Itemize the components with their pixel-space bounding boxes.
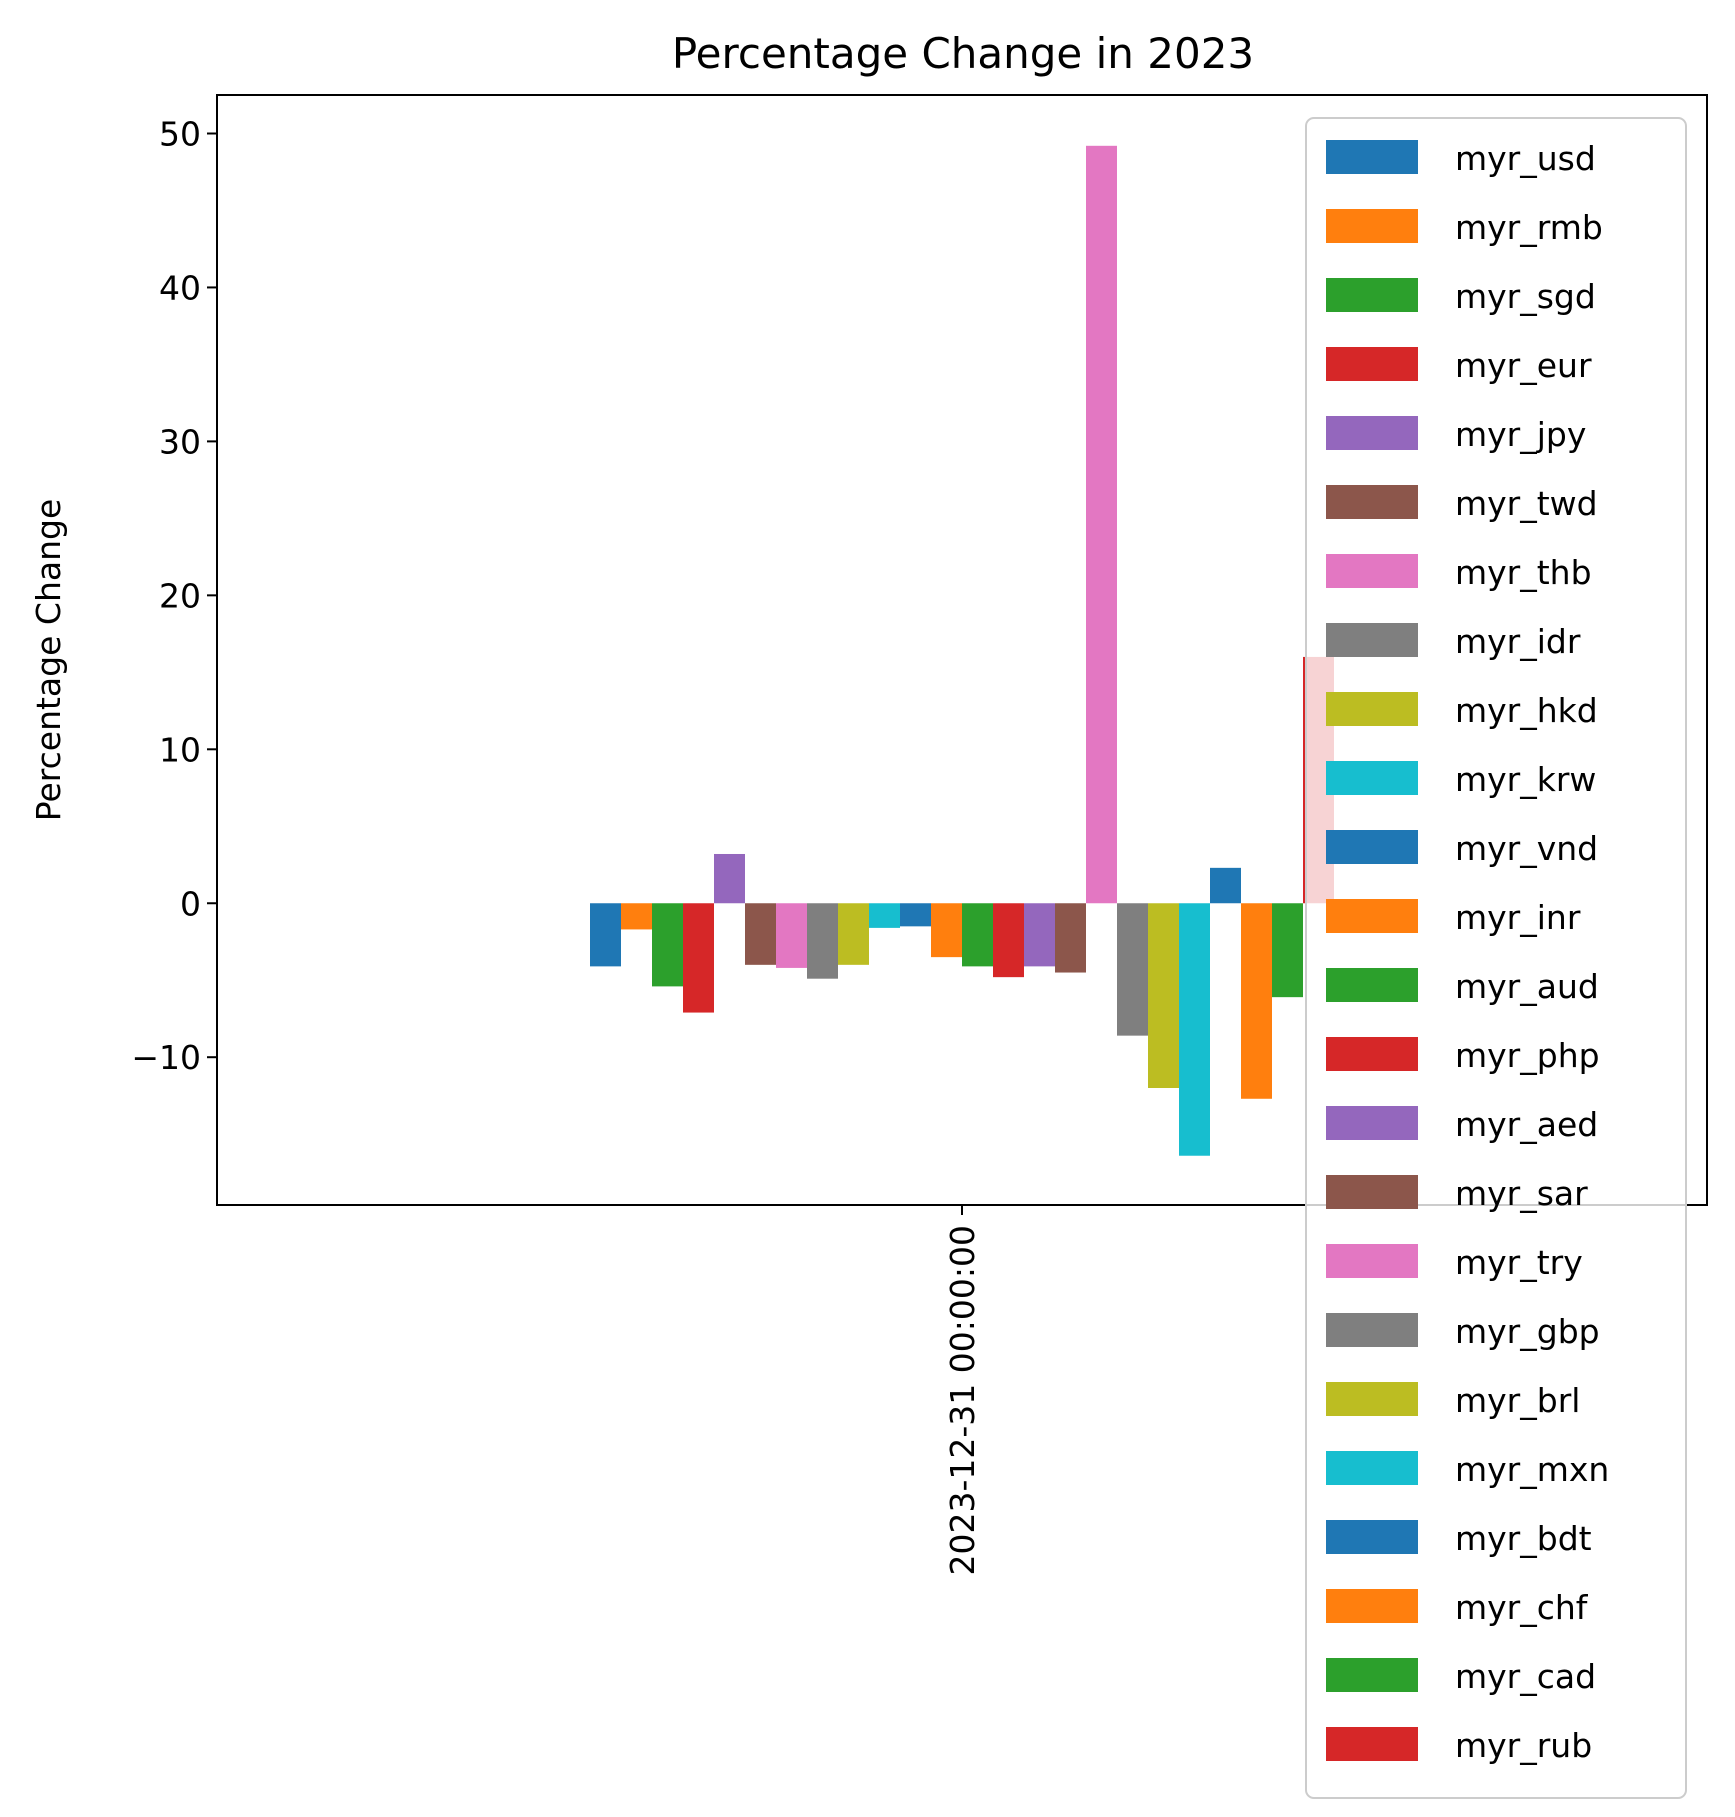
bar-myr_rmb	[621, 903, 652, 930]
bar-myr_usd	[590, 903, 621, 967]
legend-label-myr_rmb: myr_rmb	[1455, 208, 1603, 247]
legend-label-myr_gbp: myr_gbp	[1455, 1312, 1600, 1351]
legend-label-myr_sgd: myr_sgd	[1455, 277, 1596, 316]
bar-myr_php	[993, 903, 1024, 978]
bar-myr_bdt	[1210, 867, 1241, 904]
y-tick-label: 20	[159, 576, 201, 615]
bar-myr_eur	[683, 903, 714, 1013]
legend-swatch-myr_php	[1326, 1037, 1418, 1071]
bar-myr_aud	[962, 903, 993, 967]
bar-myr_mxn	[1179, 903, 1210, 1156]
legend-label-myr_rub: myr_rub	[1455, 1726, 1592, 1765]
y-axis-label: Percentage Change	[29, 499, 68, 821]
bar-myr_sgd	[652, 903, 683, 987]
bar-myr_aed	[1024, 903, 1055, 967]
legend-label-myr_eur: myr_eur	[1455, 346, 1592, 385]
legend-swatch-myr_gbp	[1326, 1313, 1418, 1347]
bar-group	[590, 145, 1334, 1156]
legend-label-myr_hkd: myr_hkd	[1455, 691, 1598, 730]
legend-swatch-myr_eur	[1326, 347, 1418, 381]
x-tick-label: 2023-12-31 00:00:00	[943, 1225, 982, 1575]
legend: myr_usd myr_rmb myr_sgd myr_eur myr_jpy myr_t…	[1305, 117, 1687, 1799]
legend-label-myr_krw: myr_krw	[1455, 760, 1596, 799]
bar-myr_chf	[1241, 903, 1272, 1099]
chart-title: Percentage Change in 2023	[672, 29, 1254, 78]
legend-swatch-myr_vnd	[1326, 830, 1418, 864]
legend-label-myr_brl: myr_brl	[1455, 1381, 1580, 1420]
legend-swatch-myr_brl	[1326, 1382, 1418, 1416]
y-tick-label: 50	[159, 114, 201, 153]
legend-label-myr_chf: myr_chf	[1455, 1588, 1589, 1627]
legend-label-myr_twd: myr_twd	[1455, 484, 1598, 523]
y-tick-label: 30	[159, 422, 201, 461]
bar-myr_jpy	[714, 853, 745, 904]
bar-myr_gbp	[1117, 903, 1148, 1036]
bar-myr_krw	[869, 903, 900, 928]
bar-myr_sar	[1055, 903, 1086, 973]
legend-swatch-myr_try	[1326, 1244, 1418, 1278]
legend-swatch-myr_krw	[1326, 761, 1418, 795]
legend-label-myr_aud: myr_aud	[1455, 967, 1599, 1006]
bar-myr_vnd	[900, 903, 931, 927]
legend-swatch-myr_hkd	[1326, 692, 1418, 726]
legend-swatch-myr_rmb	[1326, 209, 1418, 243]
y-tick-label: 40	[159, 268, 201, 307]
y-tick-label: −10	[131, 1038, 201, 1077]
legend-label-myr_vnd: myr_vnd	[1455, 829, 1598, 868]
legend-label-myr_php: myr_php	[1455, 1036, 1600, 1075]
legend-label-myr_aed: myr_aed	[1455, 1105, 1598, 1144]
legend-swatch-myr_twd	[1326, 485, 1418, 519]
bar-myr_twd	[745, 903, 776, 965]
legend-swatch-myr_usd	[1326, 140, 1418, 174]
legend-label-myr_bdt: myr_bdt	[1455, 1519, 1592, 1558]
legend-label-myr_try: myr_try	[1455, 1243, 1583, 1282]
legend-swatch-myr_aed	[1326, 1106, 1418, 1140]
legend-label-myr_usd: myr_usd	[1455, 139, 1596, 178]
legend-swatch-myr_jpy	[1326, 416, 1418, 450]
legend-swatch-myr_sgd	[1326, 278, 1418, 312]
legend-swatch-myr_inr	[1326, 899, 1418, 933]
legend-swatch-myr_thb	[1326, 554, 1418, 588]
x-axis: 2023-12-31 00:00:00	[943, 1205, 982, 1575]
legend-label-myr_jpy: myr_jpy	[1455, 415, 1586, 454]
legend-swatch-myr_idr	[1326, 623, 1418, 657]
legend-swatch-myr_sar	[1326, 1175, 1418, 1209]
bar-myr_idr	[807, 903, 838, 979]
bar-myr_hkd	[838, 903, 869, 965]
bar-myr_try	[1086, 145, 1117, 904]
y-tick-label: 0	[180, 884, 201, 923]
legend-swatch-myr_chf	[1326, 1589, 1418, 1623]
legend-label-myr_idr: myr_idr	[1455, 622, 1581, 661]
y-tick-label: 10	[159, 730, 201, 769]
legend-label-myr_cad: myr_cad	[1455, 1657, 1596, 1696]
legend-label-myr_sar: myr_sar	[1455, 1174, 1588, 1213]
legend-swatch-myr_mxn	[1326, 1451, 1418, 1485]
y-axis: −10 0 10 20 30 40 50	[131, 114, 217, 1077]
legend-label-myr_inr: myr_inr	[1455, 898, 1581, 937]
bar-myr_thb	[776, 903, 807, 968]
legend-swatch-myr_bdt	[1326, 1520, 1418, 1554]
legend-swatch-myr_aud	[1326, 968, 1418, 1002]
legend-label-myr_thb: myr_thb	[1455, 553, 1592, 592]
legend-box	[1305, 117, 1687, 1799]
bar-myr_cad	[1272, 903, 1303, 998]
bar-myr_brl	[1148, 903, 1179, 1088]
legend-swatch-myr_rub	[1326, 1727, 1418, 1761]
bar-myr_inr	[931, 903, 962, 958]
legend-swatch-myr_cad	[1326, 1658, 1418, 1692]
legend-label-myr_mxn: myr_mxn	[1455, 1450, 1609, 1489]
